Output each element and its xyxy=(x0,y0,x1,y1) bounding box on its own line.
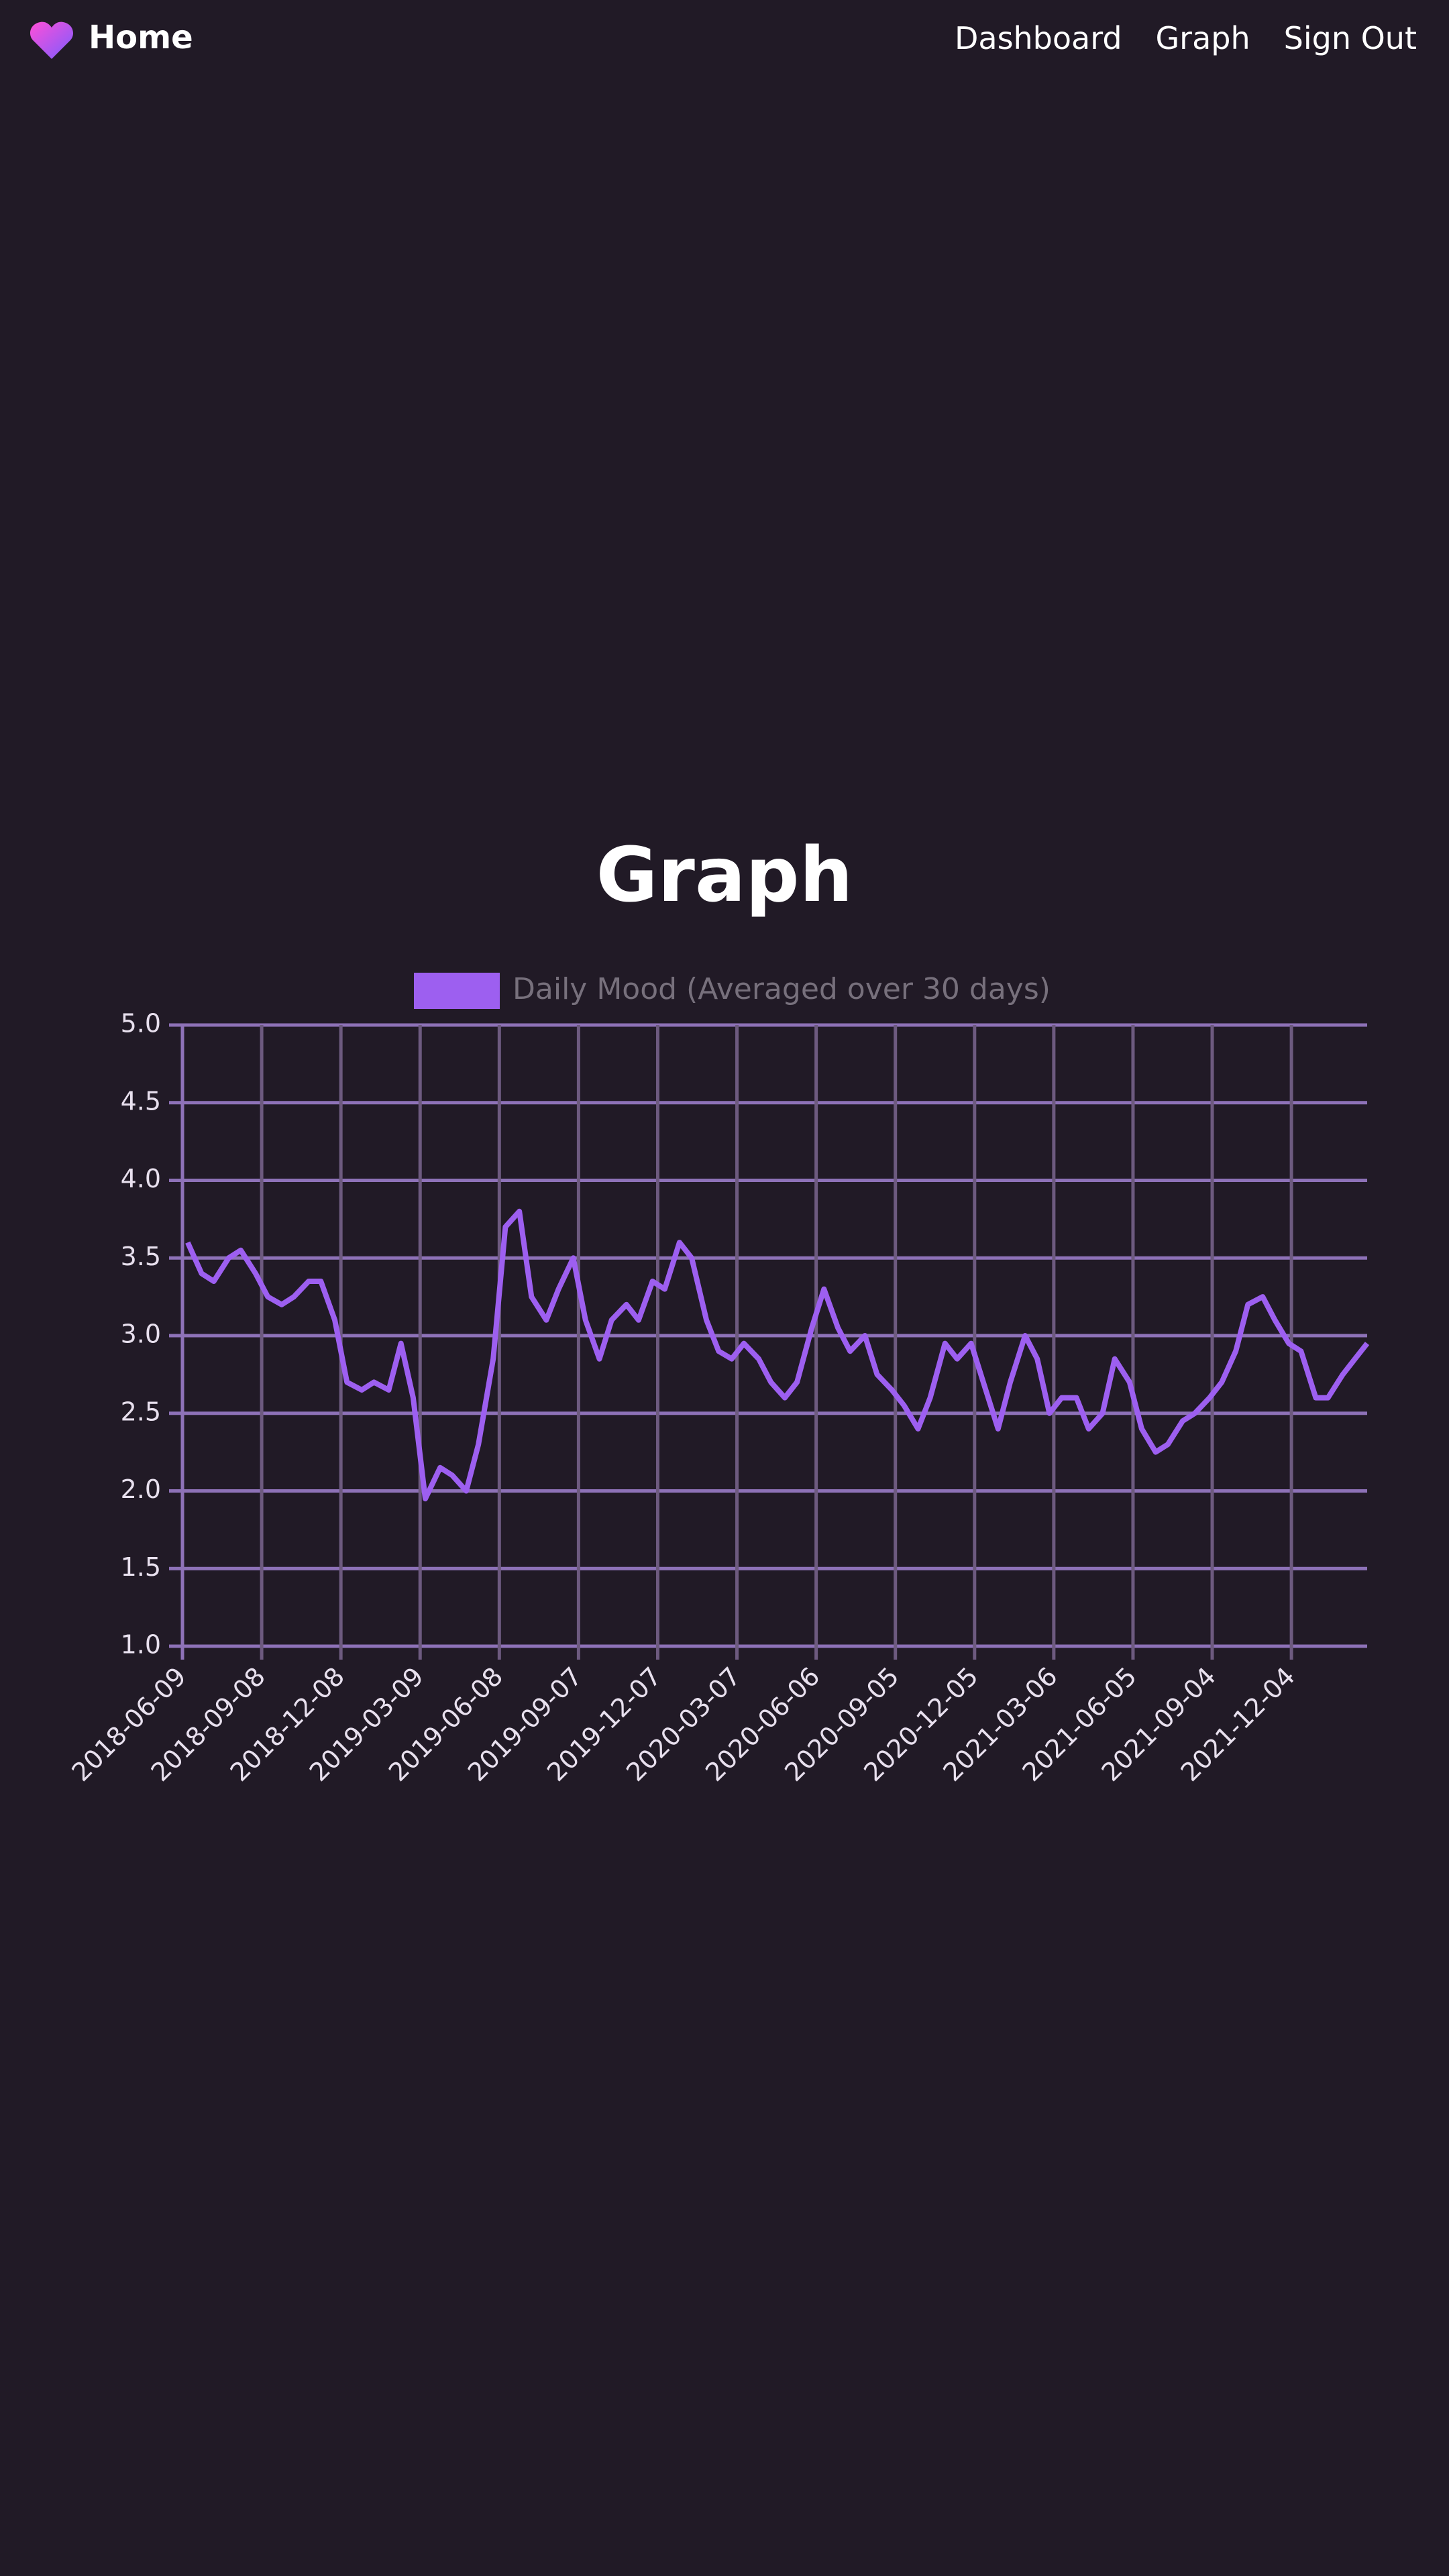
nav-link[interactable]: Graph xyxy=(1155,20,1250,56)
y-tick-label: 4.5 xyxy=(121,1086,161,1116)
logo-heart xyxy=(30,21,74,59)
legend-swatch xyxy=(414,973,500,1009)
y-tick-label: 1.5 xyxy=(121,1552,161,1582)
legend-label: Daily Mood (Averaged over 30 days) xyxy=(513,972,1051,1006)
nav-bar: Home Dashboard Graph Sign Out xyxy=(0,0,1449,84)
y-tick-label: 5.0 xyxy=(121,1009,161,1038)
y-tick-label: 2.5 xyxy=(121,1397,161,1426)
page-title: Graph xyxy=(596,832,853,919)
y-tick-label: 3.5 xyxy=(121,1242,161,1271)
mood-line xyxy=(185,1208,1370,1502)
nav-links: Dashboard Graph Sign Out xyxy=(955,20,1417,56)
y-tick-label: 2.0 xyxy=(121,1474,161,1504)
brand-link[interactable]: Home xyxy=(89,19,193,56)
nav-link[interactable]: Dashboard xyxy=(954,20,1122,56)
nav-link[interactable]: Sign Out xyxy=(1283,20,1417,56)
y-tick-label: 1.0 xyxy=(121,1630,161,1660)
y-tick-label: 4.0 xyxy=(121,1164,161,1193)
y-tick-label: 3.0 xyxy=(121,1320,161,1349)
chart: Daily Mood (Averaged over 30 days) 1.0 1.5… xyxy=(66,972,1370,1787)
